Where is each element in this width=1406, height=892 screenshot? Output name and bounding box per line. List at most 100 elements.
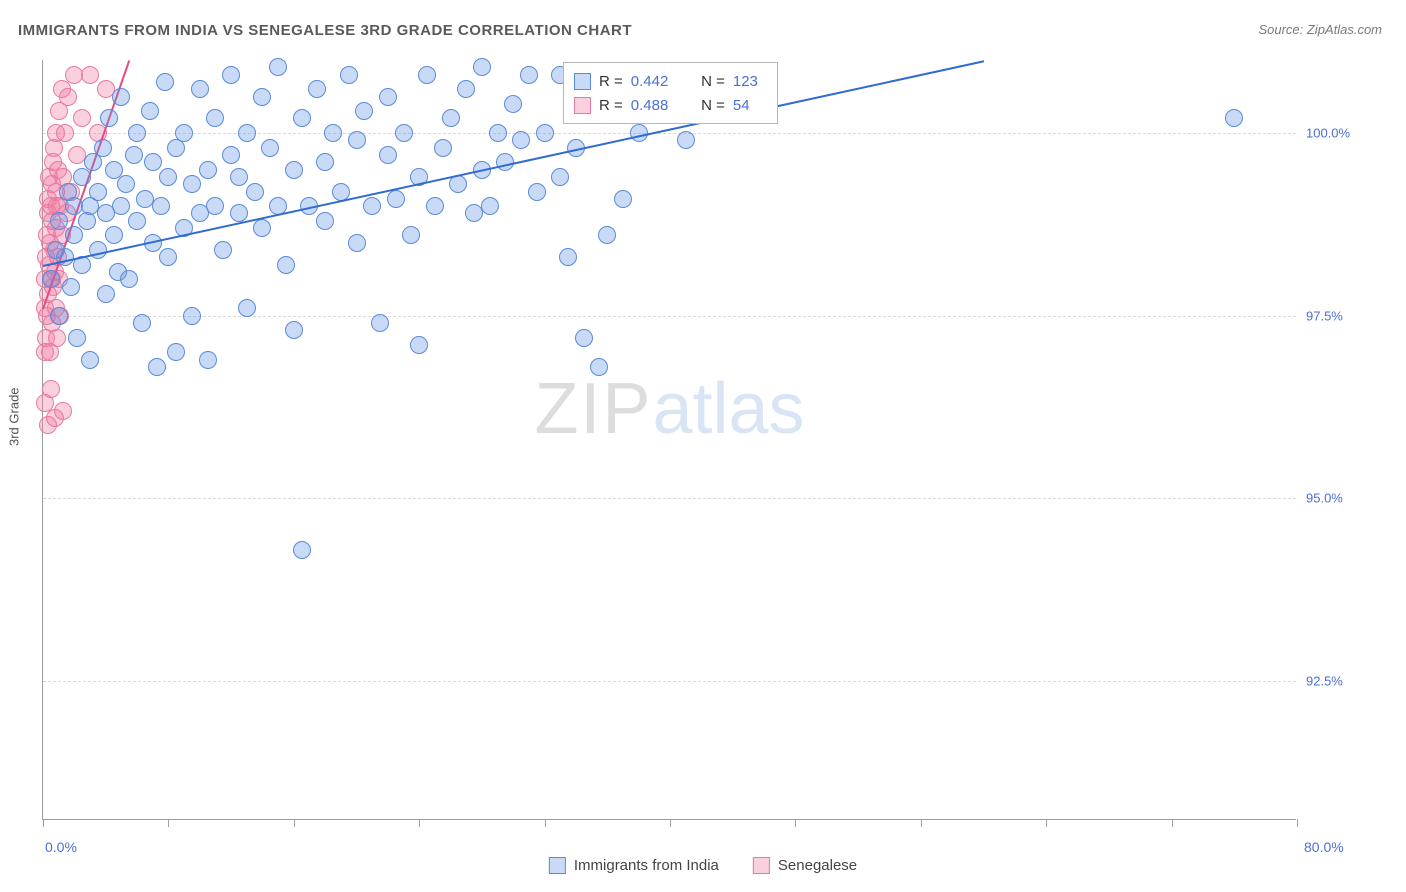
data-point-india — [253, 219, 271, 237]
data-point-india — [68, 329, 86, 347]
data-point-india — [238, 299, 256, 317]
data-point-india — [238, 124, 256, 142]
legend-entry-senegal: Senegalese — [753, 857, 857, 874]
x-tick — [168, 819, 169, 827]
legend-label-india: Immigrants from India — [574, 857, 719, 874]
data-point-senegal — [42, 380, 60, 398]
trend-line-india — [43, 60, 984, 267]
data-point-senegal — [54, 402, 72, 420]
data-point-india — [100, 109, 118, 127]
data-point-india — [308, 80, 326, 98]
chart-title: IMMIGRANTS FROM INDIA VS SENEGALESE 3RD … — [18, 22, 632, 39]
data-point-india — [183, 175, 201, 193]
data-point-india — [559, 248, 577, 266]
data-point-india — [1225, 109, 1243, 127]
data-point-india — [183, 307, 201, 325]
stats-row: R = 0.442 N = 123 — [574, 69, 765, 93]
data-point-india — [504, 95, 522, 113]
x-tick — [1046, 819, 1047, 827]
watermark: ZIPatlas — [534, 368, 804, 450]
data-point-india — [222, 66, 240, 84]
data-point-india — [222, 146, 240, 164]
gridline — [43, 133, 1296, 134]
data-point-india — [253, 88, 271, 106]
legend-swatch-india — [549, 857, 566, 874]
data-point-india — [293, 109, 311, 127]
source-label: Source: ZipAtlas.com — [1258, 22, 1382, 37]
x-tick — [921, 819, 922, 827]
data-point-india — [473, 58, 491, 76]
data-point-india — [316, 153, 334, 171]
data-point-india — [387, 190, 405, 208]
gridline — [43, 498, 1296, 499]
data-point-india — [481, 197, 499, 215]
data-point-india — [379, 146, 397, 164]
data-point-india — [50, 307, 68, 325]
data-point-india — [206, 109, 224, 127]
data-point-india — [133, 314, 151, 332]
x-tick — [419, 819, 420, 827]
y-tick-label: 100.0% — [1306, 126, 1386, 141]
data-point-india — [62, 278, 80, 296]
y-tick-label: 97.5% — [1306, 308, 1386, 323]
data-point-india — [371, 314, 389, 332]
stats-swatch — [574, 97, 591, 114]
data-point-india — [316, 212, 334, 230]
data-point-india — [214, 241, 232, 259]
data-point-india — [426, 197, 444, 215]
data-point-india — [520, 66, 538, 84]
data-point-india — [355, 102, 373, 120]
watermark-text-a: ZIP — [534, 369, 652, 449]
x-axis-min-label: 0.0% — [45, 839, 77, 855]
x-tick — [795, 819, 796, 827]
data-point-india — [434, 139, 452, 157]
data-point-india — [418, 66, 436, 84]
data-point-india — [97, 285, 115, 303]
data-point-india — [512, 131, 530, 149]
data-point-india — [379, 88, 397, 106]
data-point-india — [528, 183, 546, 201]
data-point-india — [42, 270, 60, 288]
y-tick-label: 95.0% — [1306, 491, 1386, 506]
data-point-india — [144, 153, 162, 171]
data-point-india — [112, 88, 130, 106]
data-point-senegal — [59, 88, 77, 106]
data-point-india — [94, 139, 112, 157]
data-point-india — [277, 256, 295, 274]
data-point-india — [89, 183, 107, 201]
data-point-india — [677, 131, 695, 149]
data-point-india — [141, 102, 159, 120]
data-point-india — [575, 329, 593, 347]
data-point-india — [536, 124, 554, 142]
data-point-india — [285, 161, 303, 179]
data-point-india — [230, 204, 248, 222]
data-point-senegal — [48, 329, 66, 347]
data-point-india — [199, 351, 217, 369]
gridline — [43, 681, 1296, 682]
data-point-india — [395, 124, 413, 142]
data-point-india — [175, 124, 193, 142]
legend: Immigrants from India Senegalese — [549, 857, 857, 874]
data-point-india — [73, 168, 91, 186]
y-axis-title: 3rd Grade — [7, 387, 22, 446]
data-point-india — [117, 175, 135, 193]
x-tick — [43, 819, 44, 827]
data-point-india — [112, 197, 130, 215]
data-point-india — [590, 358, 608, 376]
data-point-india — [402, 226, 420, 244]
data-point-india — [50, 212, 68, 230]
stats-row: R = 0.488 N = 54 — [574, 93, 765, 117]
data-point-india — [489, 124, 507, 142]
data-point-india — [128, 124, 146, 142]
data-point-india — [159, 168, 177, 186]
data-point-india — [156, 73, 174, 91]
data-point-india — [199, 161, 217, 179]
data-point-india — [128, 212, 146, 230]
data-point-india — [81, 351, 99, 369]
data-point-india — [340, 66, 358, 84]
gridline — [43, 316, 1296, 317]
data-point-india — [152, 197, 170, 215]
legend-entry-india: Immigrants from India — [549, 857, 719, 874]
data-point-senegal — [81, 66, 99, 84]
plot-area: ZIPatlas 0.0% 80.0% 92.5%95.0%97.5%100.0… — [42, 60, 1296, 820]
